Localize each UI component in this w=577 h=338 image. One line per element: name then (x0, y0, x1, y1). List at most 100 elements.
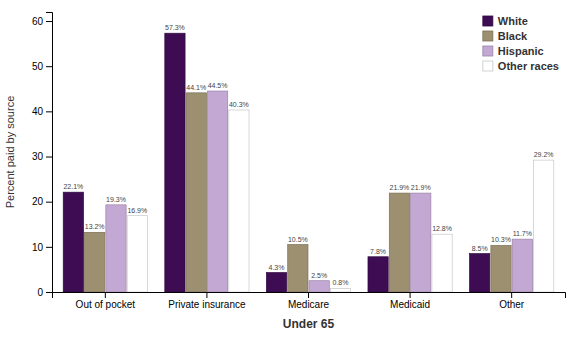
data-label: 44.1% (186, 84, 206, 91)
bar (165, 33, 185, 292)
legend-label: Other races (498, 60, 559, 72)
tick-label: Medicare (288, 299, 330, 310)
bar-series (63, 33, 490, 292)
data-label: 21.9% (389, 184, 409, 191)
tick: 60 (32, 16, 52, 27)
tick-label: Out of pocket (76, 299, 136, 310)
bar (491, 245, 511, 292)
legend-item: Other races (483, 60, 559, 72)
plot-area (63, 33, 554, 292)
tick-label: Private insurance (168, 299, 246, 310)
bar (288, 245, 308, 292)
data-label: 21.9% (411, 184, 431, 191)
data-label: 2.5% (311, 272, 327, 279)
data-label: 22.1% (63, 183, 83, 190)
data-label: 13.2% (85, 223, 105, 230)
tick: Out of pocket (76, 292, 136, 310)
data-label: 4.3% (269, 264, 285, 271)
tick-mark (46, 111, 52, 112)
data-label: 16.9% (127, 207, 147, 214)
bar (186, 93, 206, 292)
tick: 50 (32, 61, 52, 72)
data-label: 40.3% (229, 101, 249, 108)
tick: Medicare (288, 292, 330, 310)
data-label: 19.3% (106, 196, 126, 203)
tick-label: Medicaid (390, 299, 430, 310)
legend-label: Black (498, 30, 528, 42)
tick-mark (46, 247, 52, 248)
bar (229, 110, 249, 292)
legend-item: White (483, 15, 528, 27)
legend-label: White (498, 15, 528, 27)
bar (63, 192, 83, 292)
bar (85, 232, 105, 292)
tick-label: 0 (37, 287, 43, 298)
tick: 10 (32, 242, 52, 253)
tick-mark (46, 157, 52, 158)
x-axis-title: Under 65 (283, 317, 335, 331)
legend-item: Black (483, 30, 528, 42)
data-label: 10.5% (288, 236, 308, 243)
y-axis-title: Percent paid by source (4, 96, 16, 209)
tick-mark (206, 292, 207, 298)
tick: Other (499, 292, 525, 310)
data-label: 8.5% (472, 245, 488, 252)
bar (368, 257, 388, 292)
bar (266, 273, 286, 292)
bar (512, 239, 532, 292)
data-label: 11.7% (513, 230, 532, 237)
tick-mark (46, 66, 52, 67)
axis-domain (53, 293, 566, 299)
data-label: 29.2% (534, 151, 554, 158)
legend: White Black Hispanic Other races (483, 15, 559, 72)
tick-label: Other (499, 299, 525, 310)
tick: 0 (37, 287, 52, 298)
bar (309, 281, 329, 292)
tick-mark (410, 292, 411, 298)
bar (411, 193, 431, 292)
tick-mark (46, 202, 52, 203)
chart: 0 10 20 30 40 50 60 Out of pocket Private insura… (0, 0, 577, 338)
bar (207, 91, 227, 292)
data-label: 10.3% (491, 236, 511, 243)
legend-item: Hispanic (483, 45, 544, 57)
data-labels: 22.1% 57.3% 4.3% 7.8% 8.5% 13.2% 44.1% 10.5% 21.… (63, 24, 553, 286)
bar-series (106, 91, 533, 292)
axis-domain (46, 13, 53, 293)
data-label: 0.8% (332, 279, 348, 286)
bar (330, 288, 350, 292)
bar (389, 193, 409, 292)
tick-mark (46, 292, 52, 293)
tick-label: 30 (32, 151, 44, 162)
bar (534, 160, 554, 292)
bar (106, 205, 126, 292)
tick-label: 60 (32, 16, 44, 27)
legend-swatch (483, 16, 493, 26)
legend-swatch (483, 61, 493, 71)
bar-series (127, 110, 554, 292)
tick-label: 40 (32, 106, 44, 117)
data-label: 44.5% (208, 82, 228, 89)
tick-mark (46, 21, 52, 22)
tick: Private insurance (168, 292, 246, 310)
tick-mark (308, 292, 309, 298)
data-label: 7.8% (370, 248, 386, 255)
legend-swatch (483, 46, 493, 56)
y-axis: 0 10 20 30 40 50 60 (32, 13, 53, 298)
tick: 20 (32, 196, 52, 207)
tick: 40 (32, 106, 52, 117)
tick: 30 (32, 151, 52, 162)
tick: Medicaid (390, 292, 430, 310)
bar (470, 254, 490, 292)
tick-label: 20 (32, 196, 44, 207)
data-label: 57.3% (165, 24, 185, 31)
tick-label: 50 (32, 61, 44, 72)
bar-series (85, 93, 512, 292)
tick-label: 10 (32, 242, 44, 253)
tick-mark (105, 292, 106, 298)
bar (432, 234, 452, 292)
legend-label: Hispanic (498, 45, 544, 57)
legend-swatch (483, 31, 493, 41)
tick-mark (511, 292, 512, 298)
x-axis: Out of pocket Private insurance Medicare Me… (53, 292, 566, 310)
